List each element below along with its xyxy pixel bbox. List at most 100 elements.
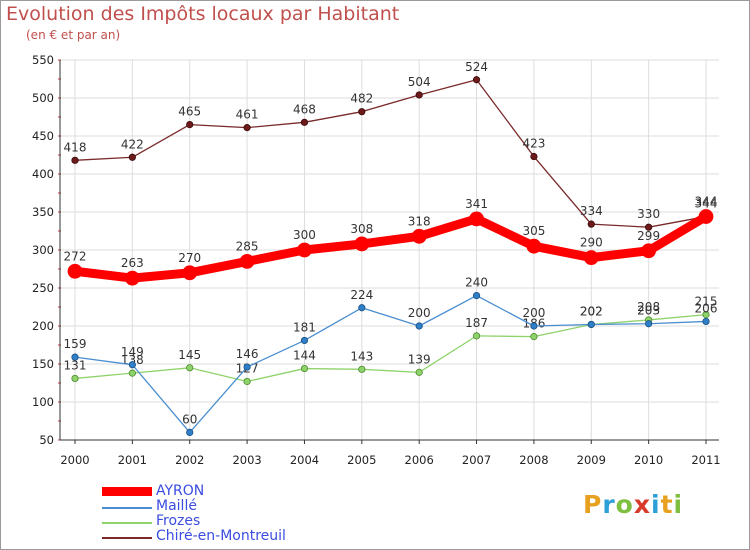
- y-tick-label: 350: [32, 205, 54, 219]
- data-label-frozes-2010: 208: [637, 300, 660, 314]
- data-label-chir-en-montreuil-2011: 344: [695, 197, 718, 211]
- point-ayron-2006: [411, 228, 427, 244]
- point-ayron-2004: [297, 242, 312, 258]
- y-tick-label: 450: [32, 129, 54, 143]
- x-tick-label: 2009: [577, 453, 606, 467]
- point-maill--2011: [702, 317, 710, 326]
- data-label-maill--2008: 200: [522, 306, 545, 320]
- point-ayron-2002: [182, 265, 198, 281]
- legend-label-maille: Maillé: [156, 498, 197, 514]
- data-label-ayron-2005: 308: [350, 222, 373, 236]
- point-maill--2005: [358, 304, 366, 312]
- legend-label-ayron: AYRON: [156, 483, 205, 499]
- x-tick-label: 2004: [290, 453, 319, 467]
- point-maill--2009: [587, 320, 595, 329]
- data-label-chir-en-montreuil-2000: 418: [64, 140, 87, 154]
- series-line-maill-: [74, 294, 707, 434]
- point-frozes-2007: [472, 332, 481, 340]
- data-label-frozes-2009: 202: [580, 304, 603, 318]
- data-label-frozes-2002: 145: [178, 348, 201, 362]
- point-chir-en-montreuil-2005: [358, 108, 366, 116]
- point-maill--2006: [415, 322, 423, 330]
- point-maill--2010: [645, 320, 653, 328]
- data-label-maill--2003: 146: [236, 347, 259, 361]
- point-frozes-2004: [300, 364, 309, 373]
- data-label-chir-en-montreuil-2002: 465: [178, 105, 201, 119]
- point-ayron-2010: [641, 243, 657, 259]
- point-ayron-2003: [239, 253, 255, 269]
- data-label-maill--2009: 202: [580, 304, 603, 318]
- x-tick-label: 2003: [232, 453, 261, 467]
- data-label-chir-en-montreuil-2005: 482: [350, 92, 373, 106]
- y-tick-label: 300: [32, 243, 54, 257]
- point-maill--2008: [530, 322, 538, 330]
- y-tick-label: 200: [32, 319, 54, 333]
- x-tick-label: 2006: [405, 453, 434, 467]
- point-chir-en-montreuil-2006: [415, 91, 423, 99]
- data-label-chir-en-montreuil-2004: 468: [293, 102, 316, 116]
- y-tick-label: 50: [39, 433, 54, 447]
- point-maill--2001: [128, 361, 136, 369]
- data-label-ayron-2007: 341: [465, 197, 488, 211]
- point-ayron-2005: [354, 236, 370, 252]
- data-label-maill--2004: 181: [293, 320, 316, 334]
- point-frozes-2011: [702, 310, 710, 319]
- legend-label-chire: Chiré-en-Montreuil: [156, 528, 286, 544]
- data-label-ayron-2008: 305: [522, 224, 545, 238]
- data-label-frozes-2006: 139: [408, 352, 431, 366]
- point-frozes-2005: [358, 365, 366, 373]
- point-chir-en-montreuil-2002: [186, 121, 194, 129]
- point-maill--2000: [71, 353, 79, 361]
- point-frozes-2000: [71, 374, 79, 383]
- series-line-ayron: [74, 212, 709, 283]
- point-chir-en-montreuil-2007: [472, 76, 481, 84]
- point-frozes-2003: [243, 377, 251, 386]
- data-label-ayron-2003: 285: [236, 239, 259, 253]
- legend-swatch-maille: [102, 507, 152, 509]
- point-maill--2003: [243, 363, 251, 371]
- data-label-maill--2000: 159: [64, 337, 87, 351]
- data-label-frozes-2000: 131: [64, 358, 87, 372]
- data-label-chir-en-montreuil-2009: 334: [580, 204, 603, 218]
- data-label-chir-en-montreuil-2010: 330: [637, 207, 660, 221]
- y-tick-label: 500: [32, 91, 54, 105]
- point-chir-en-montreuil-2001: [128, 153, 136, 161]
- data-label-ayron-2004: 300: [293, 228, 316, 242]
- point-ayron-2011: [698, 209, 714, 224]
- data-label-maill--2007: 240: [465, 276, 488, 290]
- data-label-ayron-2006: 318: [408, 214, 431, 228]
- point-chir-en-montreuil-2000: [71, 156, 79, 164]
- chart-subtitle: (en € et par an): [26, 28, 121, 42]
- point-ayron-2001: [124, 270, 140, 286]
- point-frozes-2002: [186, 364, 194, 372]
- data-label-ayron-2001: 263: [121, 256, 144, 270]
- point-ayron-2007: [469, 211, 484, 227]
- x-tick-label: 2001: [118, 453, 147, 467]
- x-tick-label: 2010: [634, 453, 663, 467]
- data-label-maill--2006: 200: [408, 306, 431, 320]
- data-label-ayron-2011: 344: [695, 195, 718, 209]
- data-label-frozes-2007: 187: [465, 316, 488, 330]
- data-label-ayron-2002: 270: [178, 251, 201, 265]
- legend-label-frozes: Frozes: [156, 513, 201, 529]
- point-maill--2004: [300, 336, 309, 345]
- data-label-chir-en-montreuil-2007: 524: [465, 60, 488, 74]
- x-tick-label: 2008: [519, 453, 548, 467]
- data-label-maill--2001: 149: [121, 345, 144, 359]
- legend-swatch-ayron: [102, 487, 152, 496]
- data-label-chir-en-montreuil-2001: 422: [121, 137, 144, 151]
- data-label-frozes-2005: 143: [350, 349, 373, 363]
- x-tick-label: 2000: [60, 453, 89, 467]
- point-chir-en-montreuil-2009: [587, 220, 595, 228]
- data-label-ayron-2000: 272: [64, 249, 87, 263]
- data-label-maill--2002: 60: [182, 412, 197, 426]
- point-maill--2007: [472, 291, 481, 300]
- data-label-maill--2010: 203: [637, 304, 660, 318]
- proxiti-logo: Proxiti: [583, 490, 684, 519]
- data-label-frozes-2004: 144: [293, 349, 316, 363]
- x-tick-label: 2002: [175, 453, 204, 467]
- chart-title: Evolution des Impôts locaux par Habitant: [6, 3, 400, 25]
- legend-swatch-frozes: [102, 522, 152, 524]
- y-tick-label: 550: [32, 53, 54, 67]
- data-label-chir-en-montreuil-2006: 504: [408, 75, 431, 89]
